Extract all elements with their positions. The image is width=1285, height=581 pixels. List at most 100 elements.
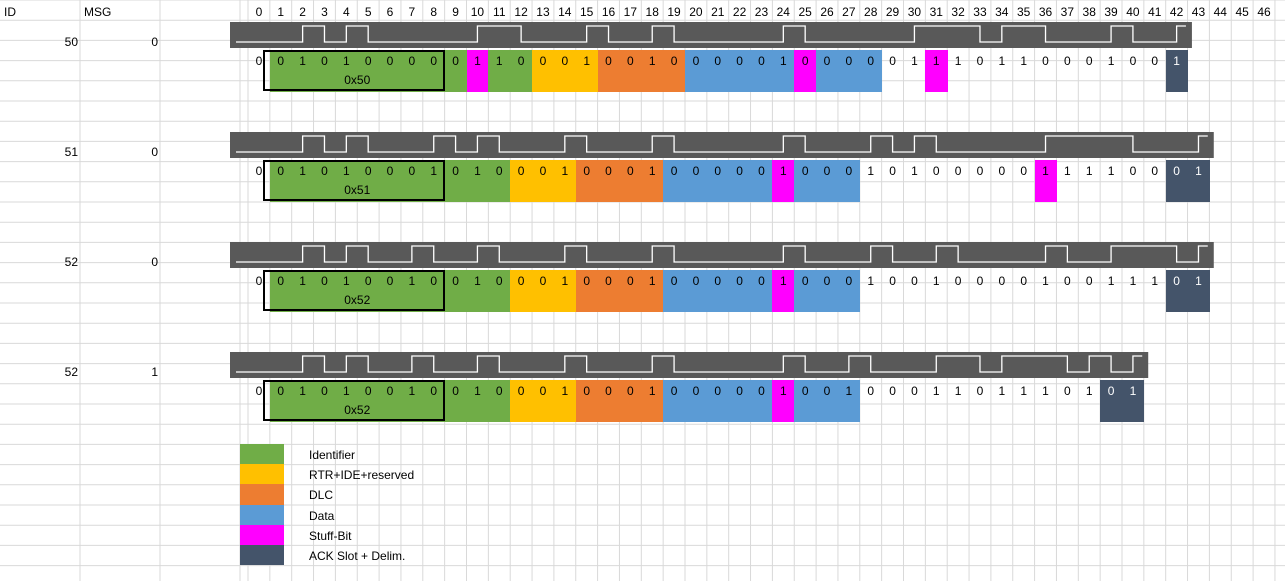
bit-value: 0	[1151, 54, 1159, 68]
bit-value: 0	[823, 164, 831, 178]
bit-value: 0	[889, 164, 896, 178]
bit-field-data	[728, 50, 752, 92]
bit-field-rtr_ide	[532, 50, 555, 92]
bit-value: 0	[758, 164, 765, 178]
legend-label-stuff: Stuff-Bit	[309, 528, 352, 543]
legend-swatch-rtr_ide	[240, 464, 284, 485]
bit-value: 0	[277, 384, 285, 398]
bit-value: 0	[758, 274, 765, 288]
bit-value: 0	[321, 164, 328, 178]
bit-field-identifier	[357, 160, 380, 202]
bit-value: 0	[889, 274, 896, 288]
bit-value: 0	[670, 274, 678, 288]
bit-field-rtr_ide	[553, 50, 577, 92]
bit-value: 1	[1042, 274, 1049, 288]
column-header-id: ID	[4, 5, 16, 19]
bit-field-rtr_ide	[532, 380, 555, 422]
bit-field-dlc	[575, 160, 599, 202]
bit-field-dlc	[641, 270, 664, 312]
bit-field-rtr_ide	[510, 270, 533, 312]
bit-value: 0	[408, 164, 416, 178]
frame-msg: 0	[151, 35, 158, 49]
bit-value: 1	[299, 274, 306, 288]
bit-field-identifier	[400, 270, 424, 312]
can-waveform	[230, 352, 1149, 378]
bit-value: 1	[867, 274, 875, 288]
bit-field-identifier	[422, 50, 446, 92]
bit-value: 0	[714, 274, 722, 288]
bit-field-stuff	[772, 380, 795, 422]
bit-field-ack	[1187, 270, 1210, 312]
bit-value: 0	[823, 384, 831, 398]
waveform-trace	[236, 355, 1143, 373]
bit-value: 0	[1020, 164, 1028, 178]
bit-value: 0	[277, 54, 285, 68]
bit-value: 0	[692, 384, 700, 398]
bit-value: 0	[539, 274, 547, 288]
bit-value: 1	[779, 384, 787, 398]
bit-value: 0	[801, 384, 809, 398]
bit-index: 8	[430, 5, 438, 19]
legend-swatch-dlc	[240, 484, 284, 505]
bit-index: 20	[689, 5, 703, 19]
frame-msg: 0	[151, 145, 158, 159]
bit-value: 0	[583, 274, 591, 288]
bit-value: 0	[998, 164, 1006, 178]
bit-value: 0	[692, 54, 700, 68]
bit-value: 0	[1107, 384, 1115, 398]
bit-value: 0	[605, 384, 612, 398]
bit-value: 1	[1085, 164, 1093, 178]
bit-value: 0	[321, 54, 328, 68]
identifier-byte-box	[263, 50, 445, 91]
bit-value: 1	[408, 274, 416, 288]
bit-index: 26	[820, 5, 834, 19]
identifier-hex: 0x52	[344, 293, 371, 307]
bit-value: 0	[539, 54, 547, 68]
identifier-hex: 0x52	[344, 403, 371, 417]
bit-value: 1	[1195, 164, 1202, 178]
bit-index: 39	[1104, 5, 1118, 19]
bit-value: 1	[299, 384, 306, 398]
bit-value: 0	[517, 54, 525, 68]
bit-value: 1	[1151, 274, 1159, 288]
bit-value: 0	[1173, 164, 1180, 178]
bit-index: 21	[711, 5, 725, 19]
bit-value: 1	[954, 54, 962, 68]
bit-value: 0	[1085, 274, 1093, 288]
bit-field-stuff	[466, 50, 489, 92]
bit-value: 0	[976, 274, 984, 288]
bit-field-identifier	[269, 50, 293, 92]
bit-value: 1	[1020, 384, 1028, 398]
bit-value: 0	[605, 274, 612, 288]
bit-field-data	[750, 270, 773, 312]
bit-value: 0	[1064, 384, 1071, 398]
bit-value: 0	[670, 54, 678, 68]
legend-swatch-stuff	[240, 524, 284, 545]
bit-value: 1	[561, 164, 569, 178]
bit-value: 0	[495, 274, 503, 288]
bit-field-data	[706, 160, 730, 202]
bit-value: 0	[495, 384, 503, 398]
frame-id: 51	[64, 145, 78, 159]
bit-field-data	[816, 270, 839, 312]
bit-field-data	[794, 270, 817, 312]
bit-value: 0	[430, 54, 438, 68]
bit-value: 0	[627, 384, 634, 398]
bit-value: 0	[517, 164, 525, 178]
bit-field-stuff	[1034, 160, 1057, 202]
bit-index: 0	[255, 5, 263, 19]
bit-field-identifier	[269, 380, 293, 422]
bit-value: 1	[954, 384, 962, 398]
bit-field-data	[794, 380, 817, 422]
bit-value: 0	[255, 164, 263, 178]
bit-field-identifier	[291, 160, 315, 202]
bit-field-dlc	[641, 50, 664, 92]
bit-value: 0	[1085, 54, 1093, 68]
bit-value: 1	[648, 384, 656, 398]
bit-value: 0	[954, 274, 962, 288]
bit-value: 1	[779, 164, 787, 178]
bit-field-identifier	[422, 380, 446, 422]
bit-value: 1	[648, 54, 656, 68]
bit-value: 0	[823, 274, 831, 288]
